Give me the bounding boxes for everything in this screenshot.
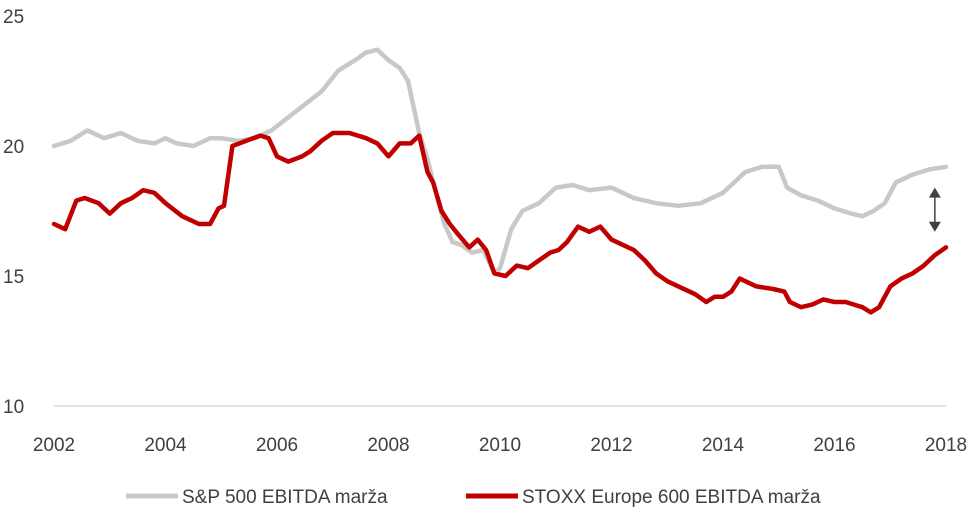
x-tick-label: 2006 [256,435,298,456]
gap-arrow-head-up [928,187,941,198]
gap-arrow-head-down [928,221,941,232]
y-tick-label: 15 [3,267,24,288]
x-tick-label: 2008 [367,435,409,456]
x-tick-label: 2002 [33,435,75,456]
legend: S&P 500 EBITDA marža STOXX Europe 600 EBI… [126,487,821,508]
x-tick-label: 2004 [144,435,187,456]
series-line-stoxx600 [51,130,949,315]
x-tick-label: 2014 [702,435,745,456]
x-tick-label: 2010 [479,435,521,456]
x-tick-label: 2016 [813,435,855,456]
series-line-sp500 [51,47,949,276]
y-axis-ticks: 10 15 20 25 [3,7,24,418]
series-layer [51,47,949,315]
legend-item-stoxx600-label: STOXX Europe 600 EBITDA marža [522,487,821,508]
legend-item-sp500-label: S&P 500 EBITDA marža [182,487,388,508]
y-tick-label: 20 [3,137,24,158]
y-tick-label: 25 [3,7,24,28]
y-tick-label: 10 [3,397,24,418]
gap-annotation [928,187,941,232]
x-axis-ticks: 2002 2004 2006 2008 2010 2012 2014 2016 2018 [33,435,967,456]
x-tick-label: 2012 [590,435,632,456]
x-tick-label: 2018 [925,435,967,456]
